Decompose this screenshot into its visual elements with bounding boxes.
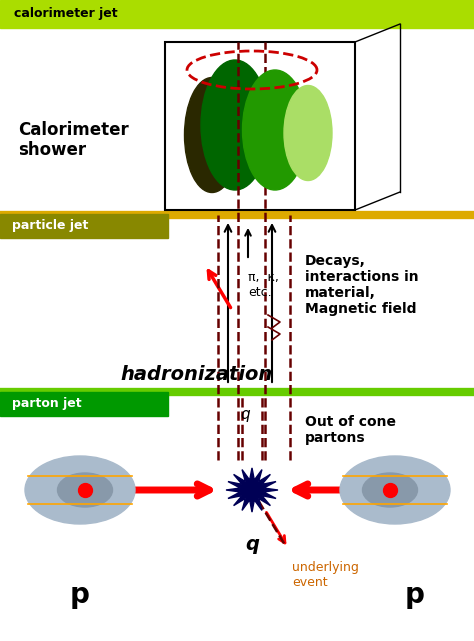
Text: q: q — [245, 535, 259, 554]
Ellipse shape — [243, 70, 308, 190]
Bar — [0, 0, 474, 28]
Polygon shape — [226, 468, 278, 512]
Text: Decays,
interactions in
material,
Magnetic field: Decays, interactions in material, Magnet… — [305, 254, 419, 316]
Text: underlying
event: underlying event — [292, 561, 359, 589]
Text: q: q — [240, 408, 250, 422]
Bar — [165, 42, 355, 210]
Text: Calorimeter
shower: Calorimeter shower — [18, 121, 129, 160]
Ellipse shape — [363, 473, 418, 507]
Ellipse shape — [184, 78, 239, 192]
Bar — [0, 214, 168, 238]
Text: particle jet: particle jet — [12, 219, 88, 233]
Text: π,  κ,
etc.: π, κ, etc. — [248, 271, 279, 299]
Ellipse shape — [57, 473, 112, 507]
Ellipse shape — [201, 60, 269, 190]
Ellipse shape — [340, 456, 450, 524]
Text: hadronization: hadronization — [120, 365, 272, 385]
Text: p: p — [405, 581, 425, 609]
Bar — [5, 2, 190, 26]
Text: Out of cone
partons: Out of cone partons — [305, 415, 396, 445]
Text: calorimeter jet: calorimeter jet — [14, 8, 118, 21]
Ellipse shape — [25, 456, 135, 524]
Text: p: p — [70, 581, 90, 609]
Text: parton jet: parton jet — [12, 397, 82, 410]
Ellipse shape — [284, 85, 332, 181]
Bar — [0, 392, 168, 416]
